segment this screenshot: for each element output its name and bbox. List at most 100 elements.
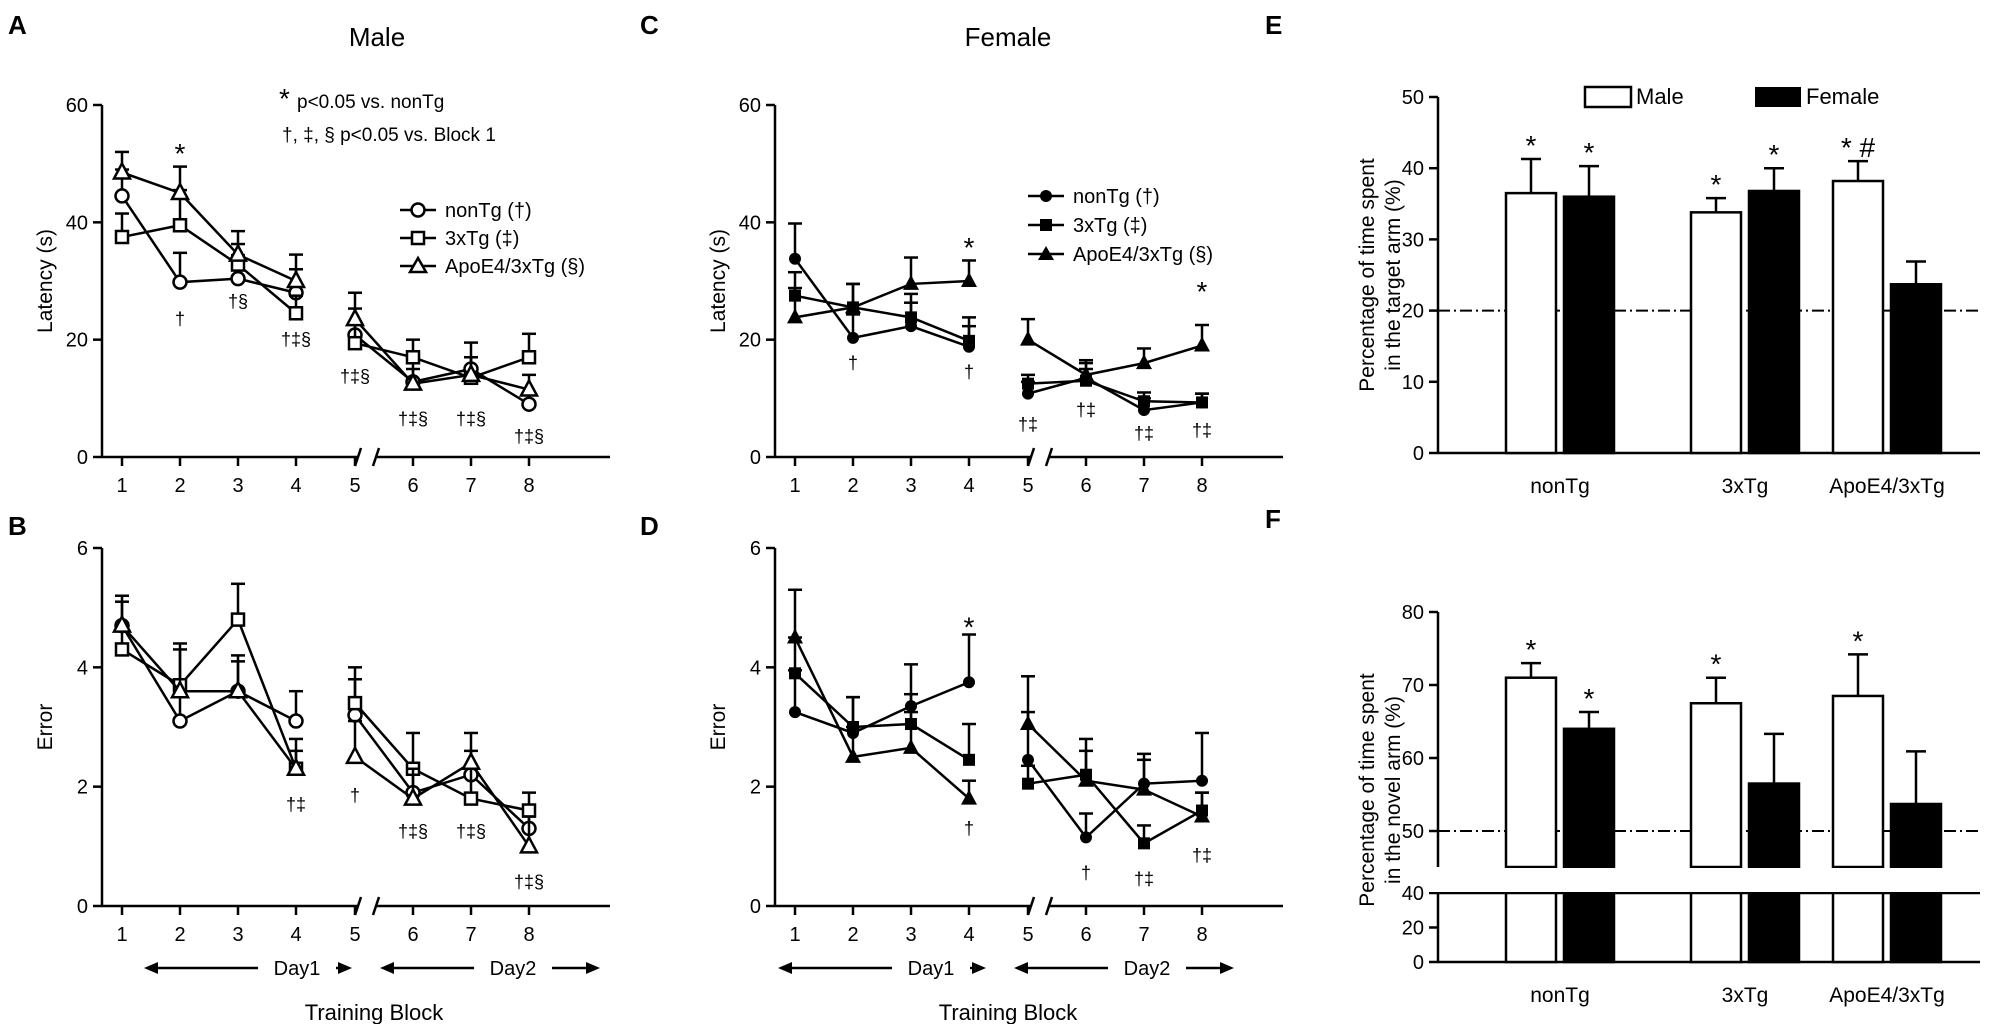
x-tick-label: 3xTg (1722, 475, 1769, 498)
bar-female-upper (1889, 802, 1943, 869)
data-point (114, 229, 130, 245)
data-point (463, 791, 479, 806)
series-apoe4-3xtg (111, 600, 540, 854)
data-point (787, 628, 803, 644)
x-tick-label: 5 (349, 475, 360, 497)
y-tick-label: 0 (1413, 952, 1424, 974)
series-line (793, 257, 970, 348)
data-point (460, 363, 482, 383)
x-tick-label: 3 (232, 924, 243, 946)
data-point (961, 272, 977, 287)
significance-dagger: † (848, 353, 858, 373)
data-point (789, 252, 801, 265)
data-point (344, 745, 366, 765)
arrow-head (144, 962, 158, 974)
x-tick-label: 2 (174, 475, 185, 497)
x-tick-label: 2 (847, 475, 858, 497)
chart-b: 0 2 4 6 1 2 3 4 5 6 7 8 Error †‡ † †‡§ †‡§ †‡§ (34, 538, 610, 946)
arrow-head (586, 962, 600, 974)
x-axis-title-right: Training Block (939, 1000, 1079, 1024)
data-point (288, 713, 304, 729)
x-axis-title-left: Training Block (305, 1000, 445, 1024)
day1-label: Day1 (908, 958, 955, 980)
data-point (903, 274, 919, 290)
panel-title-female: Female (965, 22, 1052, 52)
significance-dagger: †‡ (286, 795, 306, 815)
day-arrows-right: Day1 Day2 Training Block (778, 958, 1234, 1024)
x-tick-label: 8 (523, 924, 534, 946)
chart-d: 0 2 4 6 1 2 3 4 5 6 7 8 Error * † † †‡ †‡ (707, 538, 1283, 946)
data-point (845, 298, 861, 314)
data-point (1020, 330, 1036, 346)
bar-female-lower (1889, 891, 1943, 964)
data-point (905, 311, 917, 324)
y-tick-label: 60 (739, 95, 761, 117)
y-tick-label: 40 (66, 212, 88, 234)
panel-letter-d: D (640, 511, 659, 541)
data-point (963, 753, 975, 766)
data-point (1194, 336, 1210, 352)
legend-label-nontg: nonTg (†) (1073, 186, 1160, 208)
bar-female-lower (1747, 891, 1801, 964)
y-tick-label: 2 (750, 777, 761, 799)
y-tick-label: 2 (77, 777, 88, 799)
data-point (903, 738, 919, 754)
significance-star: * (964, 612, 975, 643)
significance-star: * (964, 232, 975, 263)
significance-dagger: † (964, 818, 974, 838)
chart-f: 0 20 40 50 60 70 80 Percentage of time spent in … (1356, 602, 1982, 1007)
y-axis-label: Latency (s) (34, 229, 57, 333)
data-point (963, 676, 975, 689)
data-point (285, 269, 307, 289)
significance-dagger: †‡ (1192, 845, 1212, 865)
significance-dagger: † (1081, 863, 1091, 883)
y-axis-label: Error (707, 704, 730, 751)
significance-dagger: †‡§ (456, 821, 486, 841)
significance-dagger: †‡ (1076, 400, 1096, 420)
bar-male-upper (1689, 702, 1743, 869)
legend-female: nonTg (†) 3xTg (‡) ApoE4/3xTg (§) (1028, 186, 1213, 266)
x-tick-label: 5 (349, 924, 360, 946)
significance-dagger: †‡ (1134, 869, 1154, 889)
data-point (521, 803, 537, 818)
significance-dagger: †‡ (1192, 421, 1212, 441)
legend-label-male: Male (1636, 84, 1684, 109)
axis-break-gap (1426, 868, 1982, 892)
significance-dagger: †‡§ (281, 330, 311, 350)
x-tick-label: 8 (523, 475, 534, 497)
bar-male (1504, 191, 1558, 455)
data-point (1080, 831, 1092, 844)
significance-star: * (1584, 137, 1595, 168)
series-line (120, 624, 297, 723)
legend-marker-circle (410, 202, 426, 218)
data-point (169, 181, 191, 201)
x-tick-label: 1 (789, 475, 800, 497)
y-tick-label: 0 (750, 447, 761, 469)
data-point (1022, 777, 1034, 790)
data-point (847, 331, 859, 344)
legend-marker-triangle (407, 255, 429, 274)
data-point (402, 372, 424, 391)
data-point (963, 334, 975, 347)
x-tick-label: 8 (1196, 475, 1207, 497)
significance-dagger: †‡§ (456, 409, 486, 429)
series-line (121, 171, 297, 283)
x-tick-label: 7 (465, 475, 476, 497)
data-point (521, 396, 537, 412)
y-tick-label: 40 (739, 212, 761, 234)
data-point (402, 786, 424, 806)
legend-bar: Male Female (1583, 84, 1879, 109)
significance-dagger: †‡§ (514, 426, 544, 446)
bar-male-lower (1504, 891, 1558, 964)
data-point (169, 679, 191, 699)
significance-note-line-2: †, ‡, § p<0.05 vs. Block 1 (282, 125, 496, 146)
arrow-head (380, 962, 394, 974)
data-point (111, 613, 133, 633)
y-axis-label-line-2: in the target arm (%) (1382, 179, 1405, 370)
y-axis-label-line-2: in the novel arm (%) (1382, 696, 1405, 884)
y-tick-label: 20 (1402, 918, 1424, 940)
significance-dagger: †§ (228, 292, 248, 312)
data-point (114, 188, 130, 204)
